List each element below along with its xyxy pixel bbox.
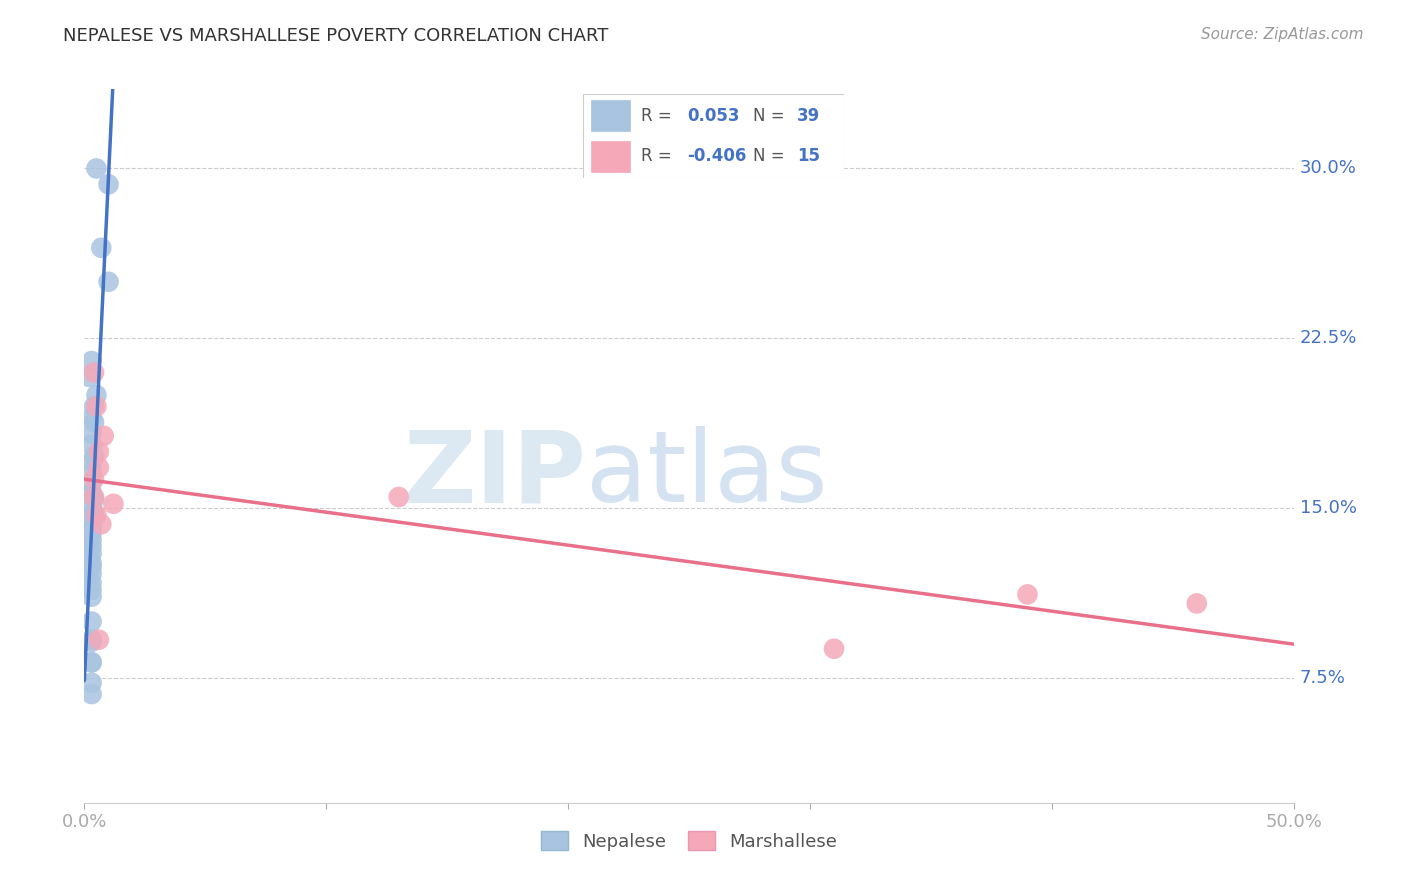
Text: R =: R = [641, 107, 672, 125]
Point [86, 508, 108, 522]
Point [80, 560, 103, 574]
Point [80, 635, 103, 649]
Text: ZIP: ZIP [404, 426, 586, 523]
Point [97, 275, 120, 289]
Point [77, 370, 100, 384]
Point [103, 497, 125, 511]
Text: 7.5%: 7.5% [1299, 669, 1346, 687]
Point [80, 566, 103, 581]
Text: 15.0%: 15.0% [1299, 500, 1357, 517]
Point [93, 429, 115, 443]
Point [83, 365, 105, 379]
Point [87, 632, 110, 647]
Point [87, 444, 110, 458]
Point [83, 492, 105, 507]
Point [80, 519, 103, 533]
Point [83, 449, 105, 463]
Point [80, 547, 103, 561]
Point [97, 178, 120, 192]
Point [83, 400, 105, 414]
Point [80, 656, 103, 670]
Point [1185, 597, 1208, 611]
FancyBboxPatch shape [592, 101, 630, 131]
Point [86, 388, 108, 402]
Point [83, 472, 105, 486]
Text: N =: N = [752, 107, 785, 125]
Point [80, 533, 103, 547]
Point [80, 675, 103, 690]
Point [80, 687, 103, 701]
Point [80, 540, 103, 554]
Point [80, 410, 103, 425]
FancyBboxPatch shape [592, 141, 630, 171]
Point [86, 161, 108, 176]
Point [80, 354, 103, 368]
Point [80, 456, 103, 470]
Point [80, 513, 103, 527]
Text: NEPALESE VS MARSHALLESE POVERTY CORRELATION CHART: NEPALESE VS MARSHALLESE POVERTY CORRELAT… [63, 27, 609, 45]
Point [388, 490, 411, 504]
FancyBboxPatch shape [583, 94, 844, 178]
Point [80, 556, 103, 570]
Point [80, 501, 103, 516]
Point [83, 506, 105, 520]
Point [80, 615, 103, 629]
Point [80, 576, 103, 591]
Point [80, 526, 103, 541]
Point [80, 426, 103, 441]
Point [1017, 587, 1039, 601]
Point [86, 400, 108, 414]
Point [83, 415, 105, 429]
Point [90, 241, 112, 255]
Point [80, 476, 103, 491]
Point [80, 632, 103, 647]
Point [80, 582, 103, 597]
Text: -0.406: -0.406 [688, 147, 747, 165]
Text: Source: ZipAtlas.com: Source: ZipAtlas.com [1201, 27, 1364, 42]
Text: atlas: atlas [586, 426, 828, 523]
Text: 30.0%: 30.0% [1299, 160, 1357, 178]
Point [80, 438, 103, 452]
Point [80, 465, 103, 479]
Text: 39: 39 [797, 107, 820, 125]
Point [87, 460, 110, 475]
Point [83, 490, 105, 504]
Point [90, 517, 112, 532]
Legend: Nepalese, Marshallese: Nepalese, Marshallese [533, 824, 845, 858]
Point [80, 656, 103, 670]
Point [823, 641, 845, 656]
Text: 0.053: 0.053 [688, 107, 740, 125]
Point [80, 485, 103, 500]
Text: 15: 15 [797, 147, 820, 165]
Text: 22.5%: 22.5% [1299, 329, 1357, 347]
Text: N =: N = [752, 147, 785, 165]
Text: R =: R = [641, 147, 672, 165]
Point [80, 590, 103, 604]
